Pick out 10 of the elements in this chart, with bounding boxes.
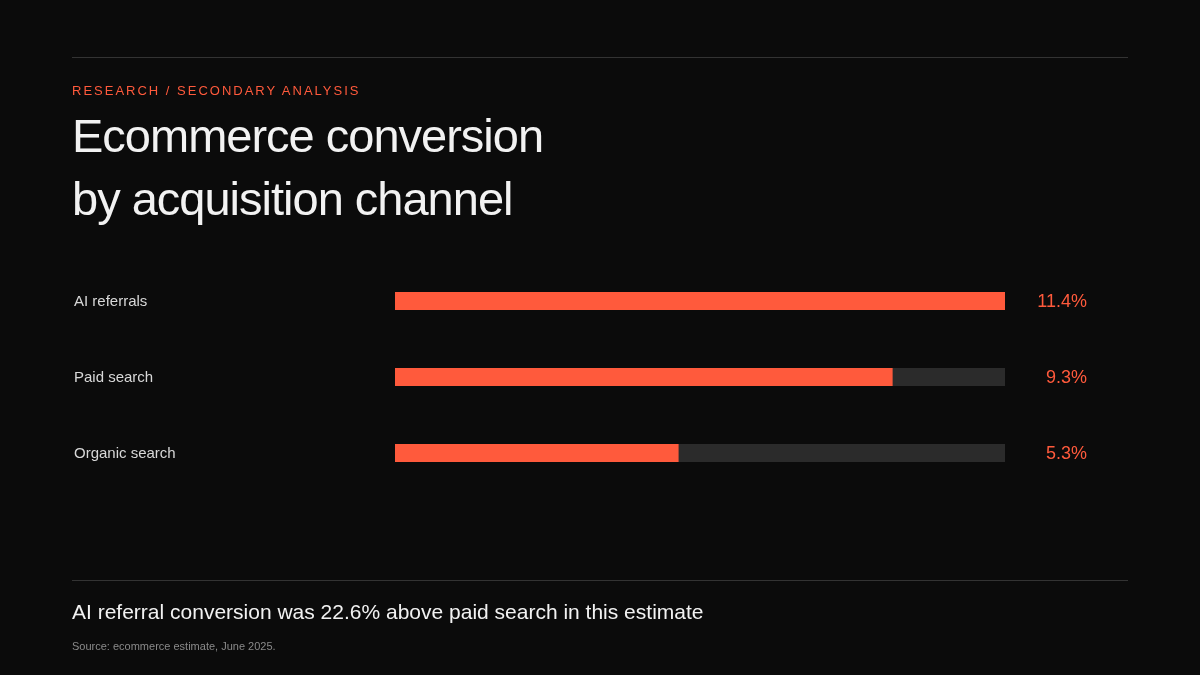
data-label: 11.4%: [1037, 291, 1087, 311]
data-label: 5.3%: [1045, 443, 1087, 463]
y-tick-label: Organic search: [74, 444, 176, 461]
text: RESEARCH / SECONDARY ANALYSIS: [72, 83, 361, 98]
data-label: 9.3%: [1045, 367, 1087, 387]
chart-title: Ecommerce conversion by acquisition channel: [72, 108, 544, 227]
y-tick-label: Paid search: [74, 368, 154, 385]
text: AI referral conversion was 22.6% above paid search in this estimate: [72, 600, 704, 624]
source-note: Source: ecommerce estimate, June 2025.: [72, 640, 276, 652]
y-tick-label: AI referrals: [74, 292, 148, 309]
